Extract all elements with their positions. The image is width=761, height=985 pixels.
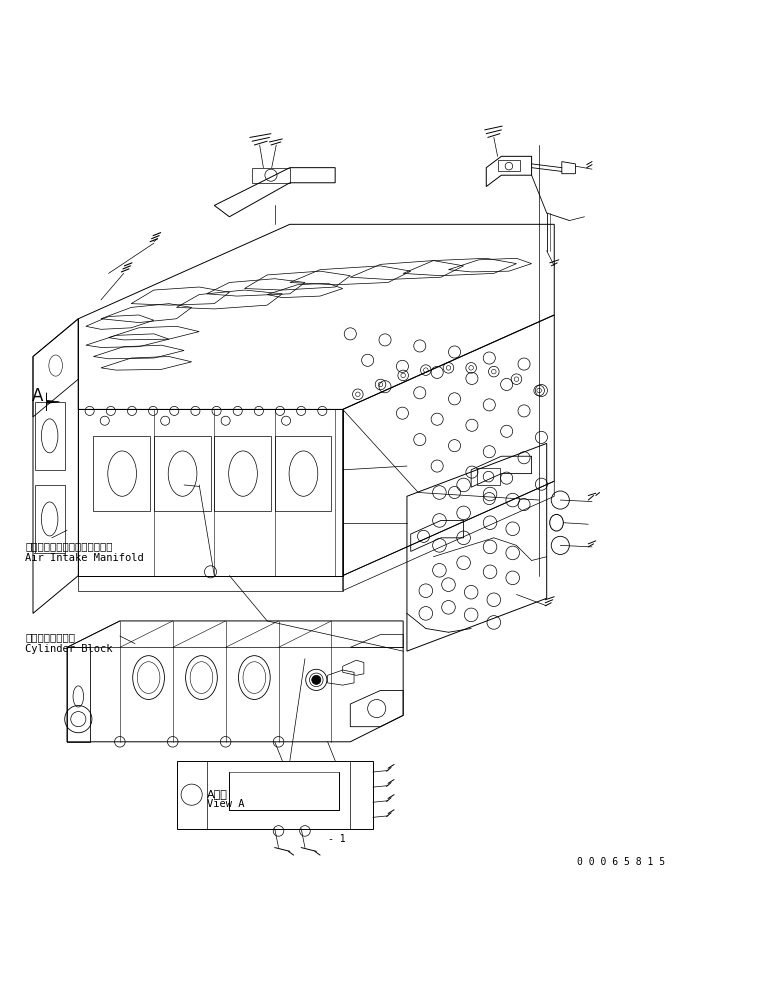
Text: - 1: - 1 [328, 834, 345, 844]
Bar [477, 468, 500, 485]
Bar [154, 435, 211, 511]
Circle shape [312, 676, 321, 685]
Text: Air Intake Manifold: Air Intake Manifold [25, 553, 144, 563]
Text: View A: View A [207, 799, 244, 810]
Text: Cylinder Block: Cylinder Block [25, 643, 113, 654]
Bar [34, 485, 65, 553]
Text: シリンダブロック: シリンダブロック [25, 632, 75, 642]
Bar [275, 435, 331, 511]
Text: エアーインテークマニホールド: エアーインテークマニホールド [25, 542, 113, 552]
Bar [67, 647, 90, 742]
Bar [215, 435, 271, 511]
Bar [252, 167, 290, 183]
Polygon shape [46, 393, 59, 411]
Bar [498, 161, 521, 171]
Text: 0 0 0 6 5 8 1 5: 0 0 0 6 5 8 1 5 [577, 857, 665, 867]
Text: A: A [31, 387, 43, 405]
Text: A　視: A 視 [207, 789, 228, 799]
Bar [94, 435, 150, 511]
Bar [34, 402, 65, 470]
